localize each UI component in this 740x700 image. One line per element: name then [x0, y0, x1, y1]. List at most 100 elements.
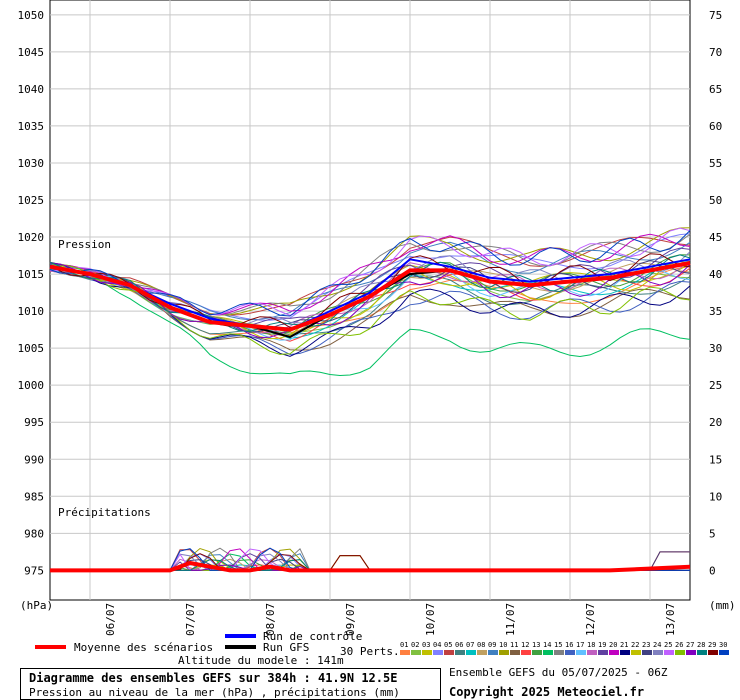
pert-swatch [510, 650, 520, 655]
pert-number: 01 [400, 641, 408, 649]
pert-number: 27 [686, 641, 694, 649]
pert-number: 11 [510, 641, 518, 649]
pert-swatch [543, 650, 553, 655]
left-tick-label: 1040 [18, 83, 45, 96]
pert-swatch [532, 650, 542, 655]
left-tick-label: 1045 [18, 46, 45, 59]
right-tick-label: 45 [709, 231, 722, 244]
x-tick-label: 10/07 [424, 603, 437, 636]
perts-label: 30 Perts. [340, 645, 400, 658]
pert-swatch [411, 650, 421, 655]
pert-number: 22 [631, 641, 639, 649]
pert-number: 23 [642, 641, 650, 649]
pert-number: 15 [554, 641, 562, 649]
pert-number: 12 [521, 641, 529, 649]
pert-legend: 01 02 03 04 05 06 07 08 09 10 11 12 13 14 15 16 17 18 19 20… [400, 641, 729, 655]
pert-line-25 [49, 227, 691, 316]
pert-line-20 [49, 233, 691, 316]
pert-swatch [488, 650, 498, 655]
pert-number: 08 [477, 641, 485, 649]
pert-swatch [576, 650, 586, 655]
pert-number: 19 [598, 641, 606, 649]
pert-number: 30 [719, 641, 727, 649]
pert-swatch [565, 650, 575, 655]
altitude-label: Altitude du modele : 141m [178, 654, 344, 667]
right-tick-label: 75 [709, 9, 722, 22]
right-tick-label: 20 [709, 416, 722, 429]
right-tick-label: 15 [709, 453, 722, 466]
right-tick-label: 25 [709, 379, 722, 392]
pert-number: 29 [708, 641, 716, 649]
pert-swatch [631, 650, 641, 655]
copyright-label: Copyright 2025 Meteociel.fr [449, 685, 645, 699]
run-label: Ensemble GEFS du 05/07/2025 - 06Z [449, 666, 668, 679]
left-axis-ticks: 975 980 985 990 995 1000 1005 1010 1015 1020 1025 1… [18, 9, 45, 578]
pert-number: 06 [455, 641, 463, 649]
footer-title-box: Diagramme des ensembles GEFS sur 384h : … [20, 668, 441, 700]
pert-number: 10 [499, 641, 507, 649]
pert-swatch [554, 650, 564, 655]
pert-number: 16 [565, 641, 573, 649]
footer-subtitle: Pression au niveau de la mer (hPa) , pré… [29, 686, 400, 699]
pert-swatch [477, 650, 487, 655]
pert-swatch [697, 650, 707, 655]
left-tick-label: 1005 [18, 342, 45, 355]
pert-swatch [521, 650, 531, 655]
x-tick-label: 12/07 [584, 603, 597, 636]
footer-title: Diagramme des ensembles GEFS sur 384h : … [29, 671, 398, 685]
pert-line-04 [49, 233, 691, 321]
right-tick-label: 0 [709, 564, 716, 577]
right-tick-label: 40 [709, 268, 722, 281]
right-tick-label: 30 [709, 342, 722, 355]
left-tick-label: 975 [24, 564, 44, 577]
control-legend-label: Run de contrôle [263, 630, 362, 643]
pert-number: 18 [587, 641, 595, 649]
pert-swatch [400, 650, 410, 655]
left-tick-label: 1035 [18, 120, 45, 133]
right-tick-label: 50 [709, 194, 722, 207]
left-tick-label: 990 [24, 453, 44, 466]
left-tick-label: 1025 [18, 194, 45, 207]
right-unit: (mm) [709, 599, 736, 612]
pressure-label: Pression [58, 238, 111, 251]
x-tick-label: 13/07 [664, 603, 677, 636]
mean-legend-label: Moyenne des scénarios [74, 641, 213, 654]
left-tick-label: 1010 [18, 305, 45, 318]
x-tick-label: 11/07 [504, 603, 517, 636]
x-tick-label: 06/07 [104, 603, 117, 636]
right-axis-ticks: 0 5 10 15 20 25 30 35 40 45 50 55 60 65 70 75 [709, 9, 722, 578]
pert-swatch [642, 650, 652, 655]
pert-number: 02 [411, 641, 419, 649]
pert-swatch [686, 650, 696, 655]
left-tick-label: 1050 [18, 9, 45, 22]
pert-number: 25 [664, 641, 672, 649]
pert-line-30 [49, 230, 691, 317]
pert-swatch [455, 650, 465, 655]
pert-swatch [719, 650, 729, 655]
pert-swatch [708, 650, 718, 655]
pert-number: 03 [422, 641, 430, 649]
left-tick-label: 985 [24, 490, 44, 503]
pert-number: 07 [466, 641, 474, 649]
pert-number: 21 [620, 641, 628, 649]
pert-swatch [620, 650, 630, 655]
pert-swatch [587, 650, 597, 655]
left-tick-label: 1000 [18, 379, 45, 392]
pert-number: 13 [532, 641, 540, 649]
pert-line-14 [49, 264, 691, 377]
left-tick-label: 1030 [18, 157, 45, 170]
left-tick-label: 1015 [18, 268, 45, 281]
left-unit: (hPa) [20, 599, 53, 612]
mean-precip-line [50, 560, 691, 573]
pert-number: 14 [543, 641, 551, 649]
pert-number: 20 [609, 641, 617, 649]
pert-number: 28 [697, 641, 705, 649]
pert-swatch [444, 650, 454, 655]
pert-number: 04 [433, 641, 441, 649]
control-line [49, 258, 691, 331]
pert-number: 05 [444, 641, 452, 649]
right-tick-label: 65 [709, 83, 722, 96]
x-tick-label: 09/07 [344, 603, 357, 636]
pert-swatch [609, 650, 619, 655]
x-tick-label: 07/07 [184, 603, 197, 636]
